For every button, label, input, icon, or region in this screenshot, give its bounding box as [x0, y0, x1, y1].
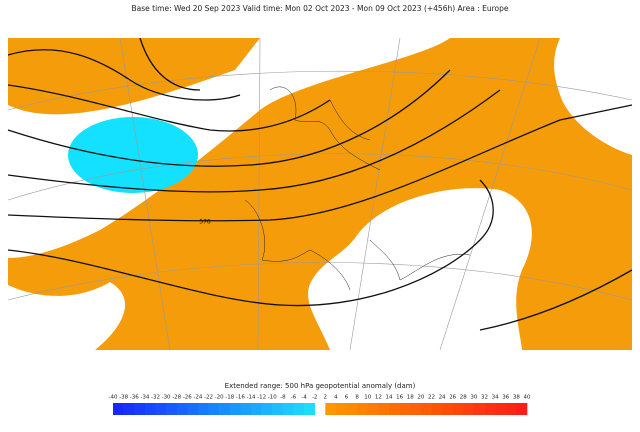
- colorbar-bin: [144, 403, 156, 415]
- colorbar-tick-label: 22: [428, 395, 435, 401]
- colorbar-bin: [516, 403, 528, 415]
- colorbar-bin: [240, 403, 252, 415]
- colorbar-bin: [463, 403, 475, 415]
- colorbar-tick-label: 28: [460, 395, 467, 401]
- colorbar-tick-label: 24: [439, 395, 446, 401]
- title: Base time: Wed 20 Sep 2023 Valid time: M…: [132, 4, 509, 13]
- colorbar-tick-label: 20: [417, 395, 424, 401]
- colorbar: -40 -38 -36 -34 -32 -30 -28 -26 -24 -22 -20 -18 -16-…: [109, 395, 531, 415]
- colorbar-bin: [378, 403, 390, 415]
- anomaly-negative: [68, 117, 198, 193]
- contour-label: 576: [199, 219, 211, 226]
- colorbar-bin: [261, 403, 273, 415]
- colorbar-bin: [442, 403, 453, 415]
- colorbar-tick-label: 38: [513, 395, 520, 401]
- graticule: [7, 37, 633, 351]
- contours: [7, 37, 633, 331]
- colorbar-tick-label: -28: [172, 395, 181, 401]
- colorbar-bin: [113, 403, 124, 415]
- colorbar-tick-label: 26: [449, 395, 456, 401]
- neutral-area: [554, 38, 632, 155]
- colorbar-tick-label: -12: [257, 395, 266, 401]
- colorbar-tick-label: 36: [502, 395, 509, 401]
- colorbar-bin: [335, 403, 347, 415]
- colorbar-bin: [473, 403, 485, 415]
- colorbar-tick-label: 14: [386, 395, 393, 401]
- map: 576: [7, 37, 633, 351]
- colorbar-bin: [367, 403, 379, 415]
- neutral-area: [8, 38, 450, 258]
- colorbar-bin: [431, 403, 443, 415]
- colorbar-bin: [304, 403, 315, 415]
- colorbar-tick-label: -14: [247, 395, 256, 401]
- colorbar-tick-label: -22: [204, 395, 213, 401]
- colorbar-tick-label: 12: [375, 395, 382, 401]
- colorbar-tick-label: 34: [492, 395, 499, 401]
- colorbar-tick-label: 2: [324, 395, 328, 401]
- colorbar-bin: [452, 403, 464, 415]
- colorbar-tick-label: 18: [407, 395, 414, 401]
- colorbar-bin: [197, 403, 209, 415]
- colorbar-bin: [134, 403, 146, 415]
- colorbar-bin: [346, 403, 358, 415]
- colorbar-tick-label: -26: [183, 395, 192, 401]
- colorbar-tick-label: -4: [301, 395, 307, 401]
- colorbar-tick-label: -6: [291, 395, 297, 401]
- colorbar-bin: [389, 403, 400, 415]
- colorbar-tick-label: 30: [470, 395, 477, 401]
- neutral-area: [308, 188, 532, 350]
- colorbar-bin: [410, 403, 422, 415]
- colorbar-tick-label: -30: [162, 395, 171, 401]
- colorbar-bin: [219, 403, 231, 415]
- colorbar-tick-label: 8: [355, 395, 359, 401]
- colorbar-bin: [251, 403, 262, 415]
- colorbar-bin: [229, 403, 241, 415]
- colorbar-tick-label: -36: [130, 395, 139, 401]
- colorbar-tick-label: -20: [215, 395, 224, 401]
- colorbar-tick-label: 6: [345, 395, 349, 401]
- colorbar-bin: [484, 403, 496, 415]
- colorbar-bin: [420, 403, 432, 415]
- colorbar-bin: [399, 403, 411, 415]
- colorbar-tick-label: -16: [236, 395, 245, 401]
- colorbar-tick-label: -10: [268, 395, 277, 401]
- colorbar-tick-label: -18: [225, 395, 234, 401]
- colorbar-bin: [155, 403, 167, 415]
- colorbar-tick-label: -40: [109, 395, 118, 401]
- colorbar-tick-label: 32: [481, 395, 488, 401]
- colorbar-tick-label: -2: [312, 395, 317, 401]
- colorbar-tick-label: -38: [119, 395, 128, 401]
- colorbar-tick-label: -8: [280, 395, 286, 401]
- coastlines: [244, 86, 471, 291]
- colorbar-bin: [282, 403, 294, 415]
- colorbar-tick-label: 10: [364, 395, 371, 401]
- colorbar-bin: [293, 403, 305, 415]
- colorbar-bin: [325, 403, 337, 415]
- colorbar-tick-label: -34: [140, 395, 149, 401]
- colorbar-bin: [357, 403, 369, 415]
- colorbar-tick-label: -32: [151, 395, 160, 401]
- colorbar-bin: [123, 403, 135, 415]
- colorbar-tick-label: 40: [524, 395, 531, 401]
- colorbar-bin: [505, 403, 517, 415]
- colorbar-bin: [166, 403, 177, 415]
- neutral-area: [8, 282, 126, 350]
- colorbar-bin: [176, 403, 188, 415]
- colorbar-bin: [272, 403, 284, 415]
- colorbar-tick-label: 4: [334, 395, 338, 401]
- colorbar-bin: [208, 403, 220, 415]
- colorbar-bin: [187, 403, 199, 415]
- colorbar-bin: [495, 403, 507, 415]
- legend-title: Extended range: 500 hPa geopotential ano…: [225, 382, 416, 390]
- colorbar-tick-label: 16: [396, 395, 403, 401]
- colorbar-tick-label: -24: [193, 395, 202, 401]
